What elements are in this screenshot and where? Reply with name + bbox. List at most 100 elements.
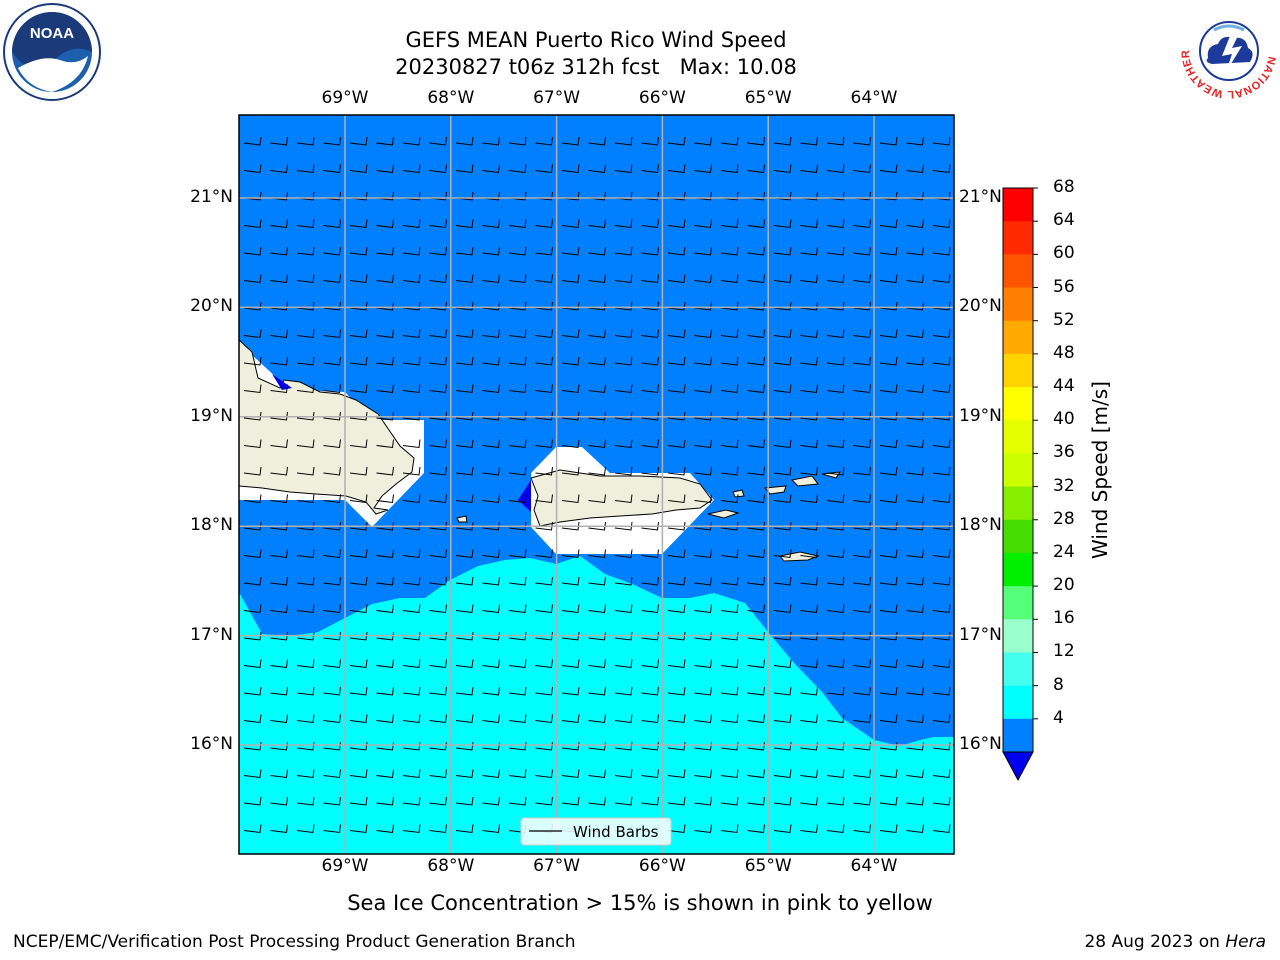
wind-barb — [270, 796, 288, 806]
wind-barb — [296, 384, 315, 394]
wind-barb — [482, 164, 500, 174]
wind-barb — [508, 604, 527, 614]
wind-barb — [349, 659, 368, 669]
wind-barb — [429, 329, 447, 339]
wind-barb — [932, 136, 951, 146]
wind-barb — [535, 796, 553, 806]
wind-barb — [879, 549, 898, 559]
wind-barb — [853, 631, 871, 641]
wind-barb — [800, 246, 818, 256]
wind-barb — [614, 384, 633, 394]
wind-barb — [508, 329, 527, 339]
wind-barb — [508, 356, 527, 366]
wind-barb — [376, 796, 394, 806]
wind-barb — [720, 164, 739, 174]
wind-barb — [588, 274, 606, 284]
colorbar-tick-label: 12 — [1053, 641, 1075, 662]
wind-barb — [826, 164, 845, 174]
wind-barb — [826, 824, 845, 834]
wind-barb — [853, 659, 871, 669]
wind-barb — [270, 411, 288, 421]
wind-barb — [296, 824, 315, 834]
wind-barb — [747, 466, 765, 476]
latitude-label-left: 18°N — [190, 515, 233, 536]
colorbar-swatch — [1003, 552, 1033, 587]
wind-barb — [296, 466, 315, 476]
colorbar-swatch — [1003, 519, 1033, 554]
wind-barb — [588, 604, 606, 614]
wind-barb — [349, 411, 368, 421]
wind-barb — [508, 439, 527, 449]
wind-barb — [429, 246, 447, 256]
wind-barb — [720, 136, 739, 146]
wind-barb — [667, 164, 686, 174]
colorbar-swatch — [1003, 188, 1033, 222]
wind-barb — [482, 301, 500, 311]
wind-barb — [455, 769, 474, 779]
wind-barb — [800, 329, 818, 339]
wind-barb — [879, 274, 898, 284]
wind-barb — [323, 824, 341, 834]
wind-barb — [588, 796, 606, 806]
nws-logo: NATIONAL WEATHER SERVICE — [1178, 0, 1278, 100]
colorbar-tick-label: 32 — [1053, 475, 1075, 496]
wind-barb — [508, 686, 527, 696]
latitude-label-right: 17°N — [959, 624, 1002, 645]
wind-barb — [429, 356, 447, 366]
wind-barb — [535, 329, 553, 339]
wind-barb — [588, 411, 606, 421]
longitude-label-top: 64°W — [850, 88, 898, 108]
wind-barb — [535, 521, 553, 531]
wind-barb — [800, 384, 818, 394]
wind-barb — [694, 356, 712, 366]
wind-barb — [641, 604, 659, 614]
wind-barb — [349, 329, 368, 339]
wind-barb — [826, 274, 845, 284]
wind-barb — [853, 769, 871, 779]
wind-barb — [614, 274, 633, 284]
wind-barb — [641, 136, 659, 146]
wind-barb — [879, 439, 898, 449]
wind-barb — [800, 549, 818, 559]
wind-barb — [402, 384, 421, 394]
wind-barb — [323, 686, 341, 696]
wind-barb — [323, 604, 341, 614]
map-subtitle: 20230827 t06z 312h fcst Max: 10.08 — [395, 55, 797, 79]
wind-barb — [641, 246, 659, 256]
wind-barb — [561, 136, 580, 146]
wind-barb — [853, 136, 871, 146]
wind-barb — [243, 164, 262, 174]
wind-barb — [535, 246, 553, 256]
wind-barb — [826, 769, 845, 779]
wind-barb — [588, 329, 606, 339]
wind-barb — [402, 824, 421, 834]
wind-barb — [641, 356, 659, 366]
wind-barb — [296, 714, 315, 724]
wind-barb — [376, 714, 394, 724]
wind-barb — [561, 796, 580, 806]
wind-barb — [879, 604, 898, 614]
wind-barb — [270, 164, 288, 174]
wind-barb — [296, 329, 315, 339]
wind-barb — [906, 549, 924, 559]
wind-barb — [667, 604, 686, 614]
wind-barb — [641, 384, 659, 394]
wind-barb — [402, 769, 421, 779]
wind-barb — [667, 659, 686, 669]
wind-barb — [323, 549, 341, 559]
wind-barb — [720, 356, 739, 366]
wind-barb — [879, 576, 898, 586]
wind-barb — [694, 301, 712, 311]
wind-barb — [376, 604, 394, 614]
wind-barb — [853, 246, 871, 256]
wind-barb — [482, 274, 500, 284]
wind-barb — [376, 494, 394, 504]
wind-barb — [270, 631, 288, 641]
wind-barb — [667, 714, 686, 724]
wind-barb — [641, 576, 659, 586]
colorbar-tick-label: 36 — [1053, 442, 1075, 463]
wind-barb — [826, 576, 845, 586]
noaa-logo: NOAA — [3, 3, 101, 101]
colorbar-tick-label: 68 — [1053, 177, 1075, 197]
wind-barb — [853, 356, 871, 366]
